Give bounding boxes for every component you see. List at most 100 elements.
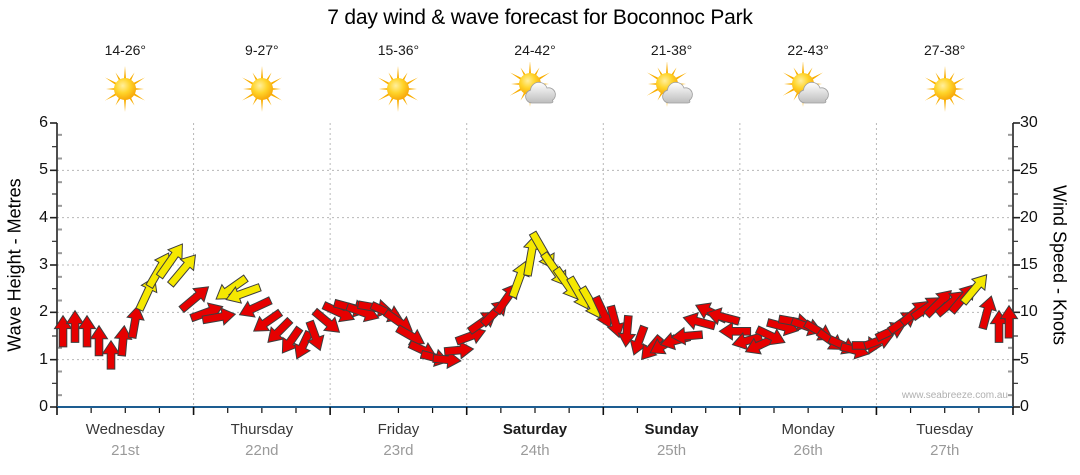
sun-ray [510, 82, 522, 86]
sun-ray [242, 87, 254, 91]
day-header: 9-27° [194, 42, 331, 116]
day-date: 25th [656, 442, 687, 459]
sun-ray [260, 66, 264, 81]
wind-arrow [113, 324, 133, 357]
wind-arrow [706, 307, 741, 326]
partly-cloudy-icon [603, 61, 740, 116]
sun-ray [953, 87, 964, 91]
day-label: Wednesday 21st [57, 421, 194, 459]
right-axis-tick-label: 15 [1020, 256, 1038, 273]
day-header: 14-26° [57, 42, 194, 116]
left-axis-tick-label: 2 [39, 303, 48, 321]
temperature-range: 24-42° [514, 42, 556, 58]
sun-ray [924, 77, 939, 86]
sun-ray [105, 77, 119, 86]
wind-arrow [311, 307, 341, 333]
sun-ray [784, 82, 795, 86]
wind-arrow [754, 325, 786, 346]
wind-arrow [238, 296, 273, 318]
day-date: 27th [930, 442, 960, 459]
sun-ray [510, 87, 524, 96]
sun-ray [646, 87, 660, 96]
sun-ray [131, 92, 146, 101]
day-label: Monday 26th [740, 421, 877, 459]
day-header: 24-42° [467, 42, 604, 116]
temperature-range: 22-43° [787, 42, 829, 58]
cloud-icon [798, 81, 829, 104]
wind-arrow [999, 304, 1019, 339]
wind-arrow [670, 326, 704, 346]
day-label: Sunday 25th [603, 421, 740, 459]
temperature-range: 27-38° [924, 42, 966, 58]
right-axis-tick-label: 30 [1020, 114, 1038, 131]
wind-arrow [617, 314, 637, 348]
day-date: 21st [111, 442, 140, 459]
day-date: 22nd [245, 442, 279, 459]
day-date: 24th [520, 442, 550, 459]
day-date: 23rd [383, 442, 414, 459]
sun-ray [378, 92, 392, 101]
temperature-range: 21-38° [650, 42, 693, 58]
day-name: Sunday [644, 421, 699, 438]
sun-ray [378, 77, 392, 86]
sun-ray [665, 61, 668, 76]
temperature-range: 15-36° [377, 42, 420, 58]
sun-disc [387, 78, 410, 100]
day-label: Thursday 22nd [194, 421, 331, 459]
wind-arrow [682, 312, 717, 331]
cloud-icon [661, 81, 693, 104]
sun-ray [106, 87, 117, 91]
right-axis-tick-label: 25 [1020, 161, 1038, 179]
temperature-range: 14-26° [104, 42, 146, 58]
day-header: 21-38° [603, 42, 740, 116]
day-header: 22-43° [740, 42, 877, 116]
wind-arrow [166, 254, 197, 288]
wind-arrow [225, 283, 262, 304]
left-axis-tick-label: 1 [39, 350, 48, 368]
sun-ray [405, 92, 419, 101]
sun-ray [124, 66, 127, 81]
left-axis-tick-label: 5 [39, 161, 48, 179]
day-name: Saturday [502, 421, 568, 438]
day-name: Wednesday [85, 421, 165, 438]
sun-ray [536, 72, 550, 81]
temperature-range: 9-27° [245, 42, 279, 58]
sun-ray [397, 97, 400, 112]
wind-arrow [395, 324, 426, 346]
left-axis-tick-label: 0 [39, 398, 48, 415]
sun-ray [268, 92, 282, 101]
sun-ray [406, 87, 418, 91]
cloud-icon [525, 81, 556, 104]
sun-ray [510, 72, 524, 81]
sun-ray [260, 97, 264, 112]
day-label: Saturday 24th [467, 421, 604, 459]
right-axis-tick-label: 10 [1020, 303, 1038, 321]
day-name: Thursday [230, 421, 294, 438]
sun-ray [133, 87, 145, 91]
wind-arrow [101, 339, 121, 370]
sun-ray [943, 66, 946, 81]
day-name: Tuesday [916, 421, 974, 438]
sunny-icon [876, 62, 1013, 116]
day-label: Tuesday 27th [876, 421, 1013, 459]
sun-ray [783, 87, 797, 96]
partly-cloudy-icon [467, 61, 604, 116]
right-axis-tick-label: 0 [1020, 398, 1029, 415]
sun-ray [925, 87, 937, 91]
sun-ray [951, 92, 965, 101]
day-name: Friday [377, 421, 420, 438]
day-label: Friday 23rd [330, 421, 467, 459]
sun-ray [528, 61, 532, 76]
day-name: Monday [781, 421, 835, 438]
sun-ray [801, 61, 805, 76]
sun-ray [405, 77, 419, 86]
sun-ray [131, 77, 146, 86]
sun-ray [241, 77, 256, 86]
sunny-icon [194, 62, 331, 116]
wind-arrow [253, 308, 284, 332]
day-date: 26th [793, 442, 823, 459]
wind-arrow [77, 314, 97, 348]
sun-ray [951, 77, 965, 86]
